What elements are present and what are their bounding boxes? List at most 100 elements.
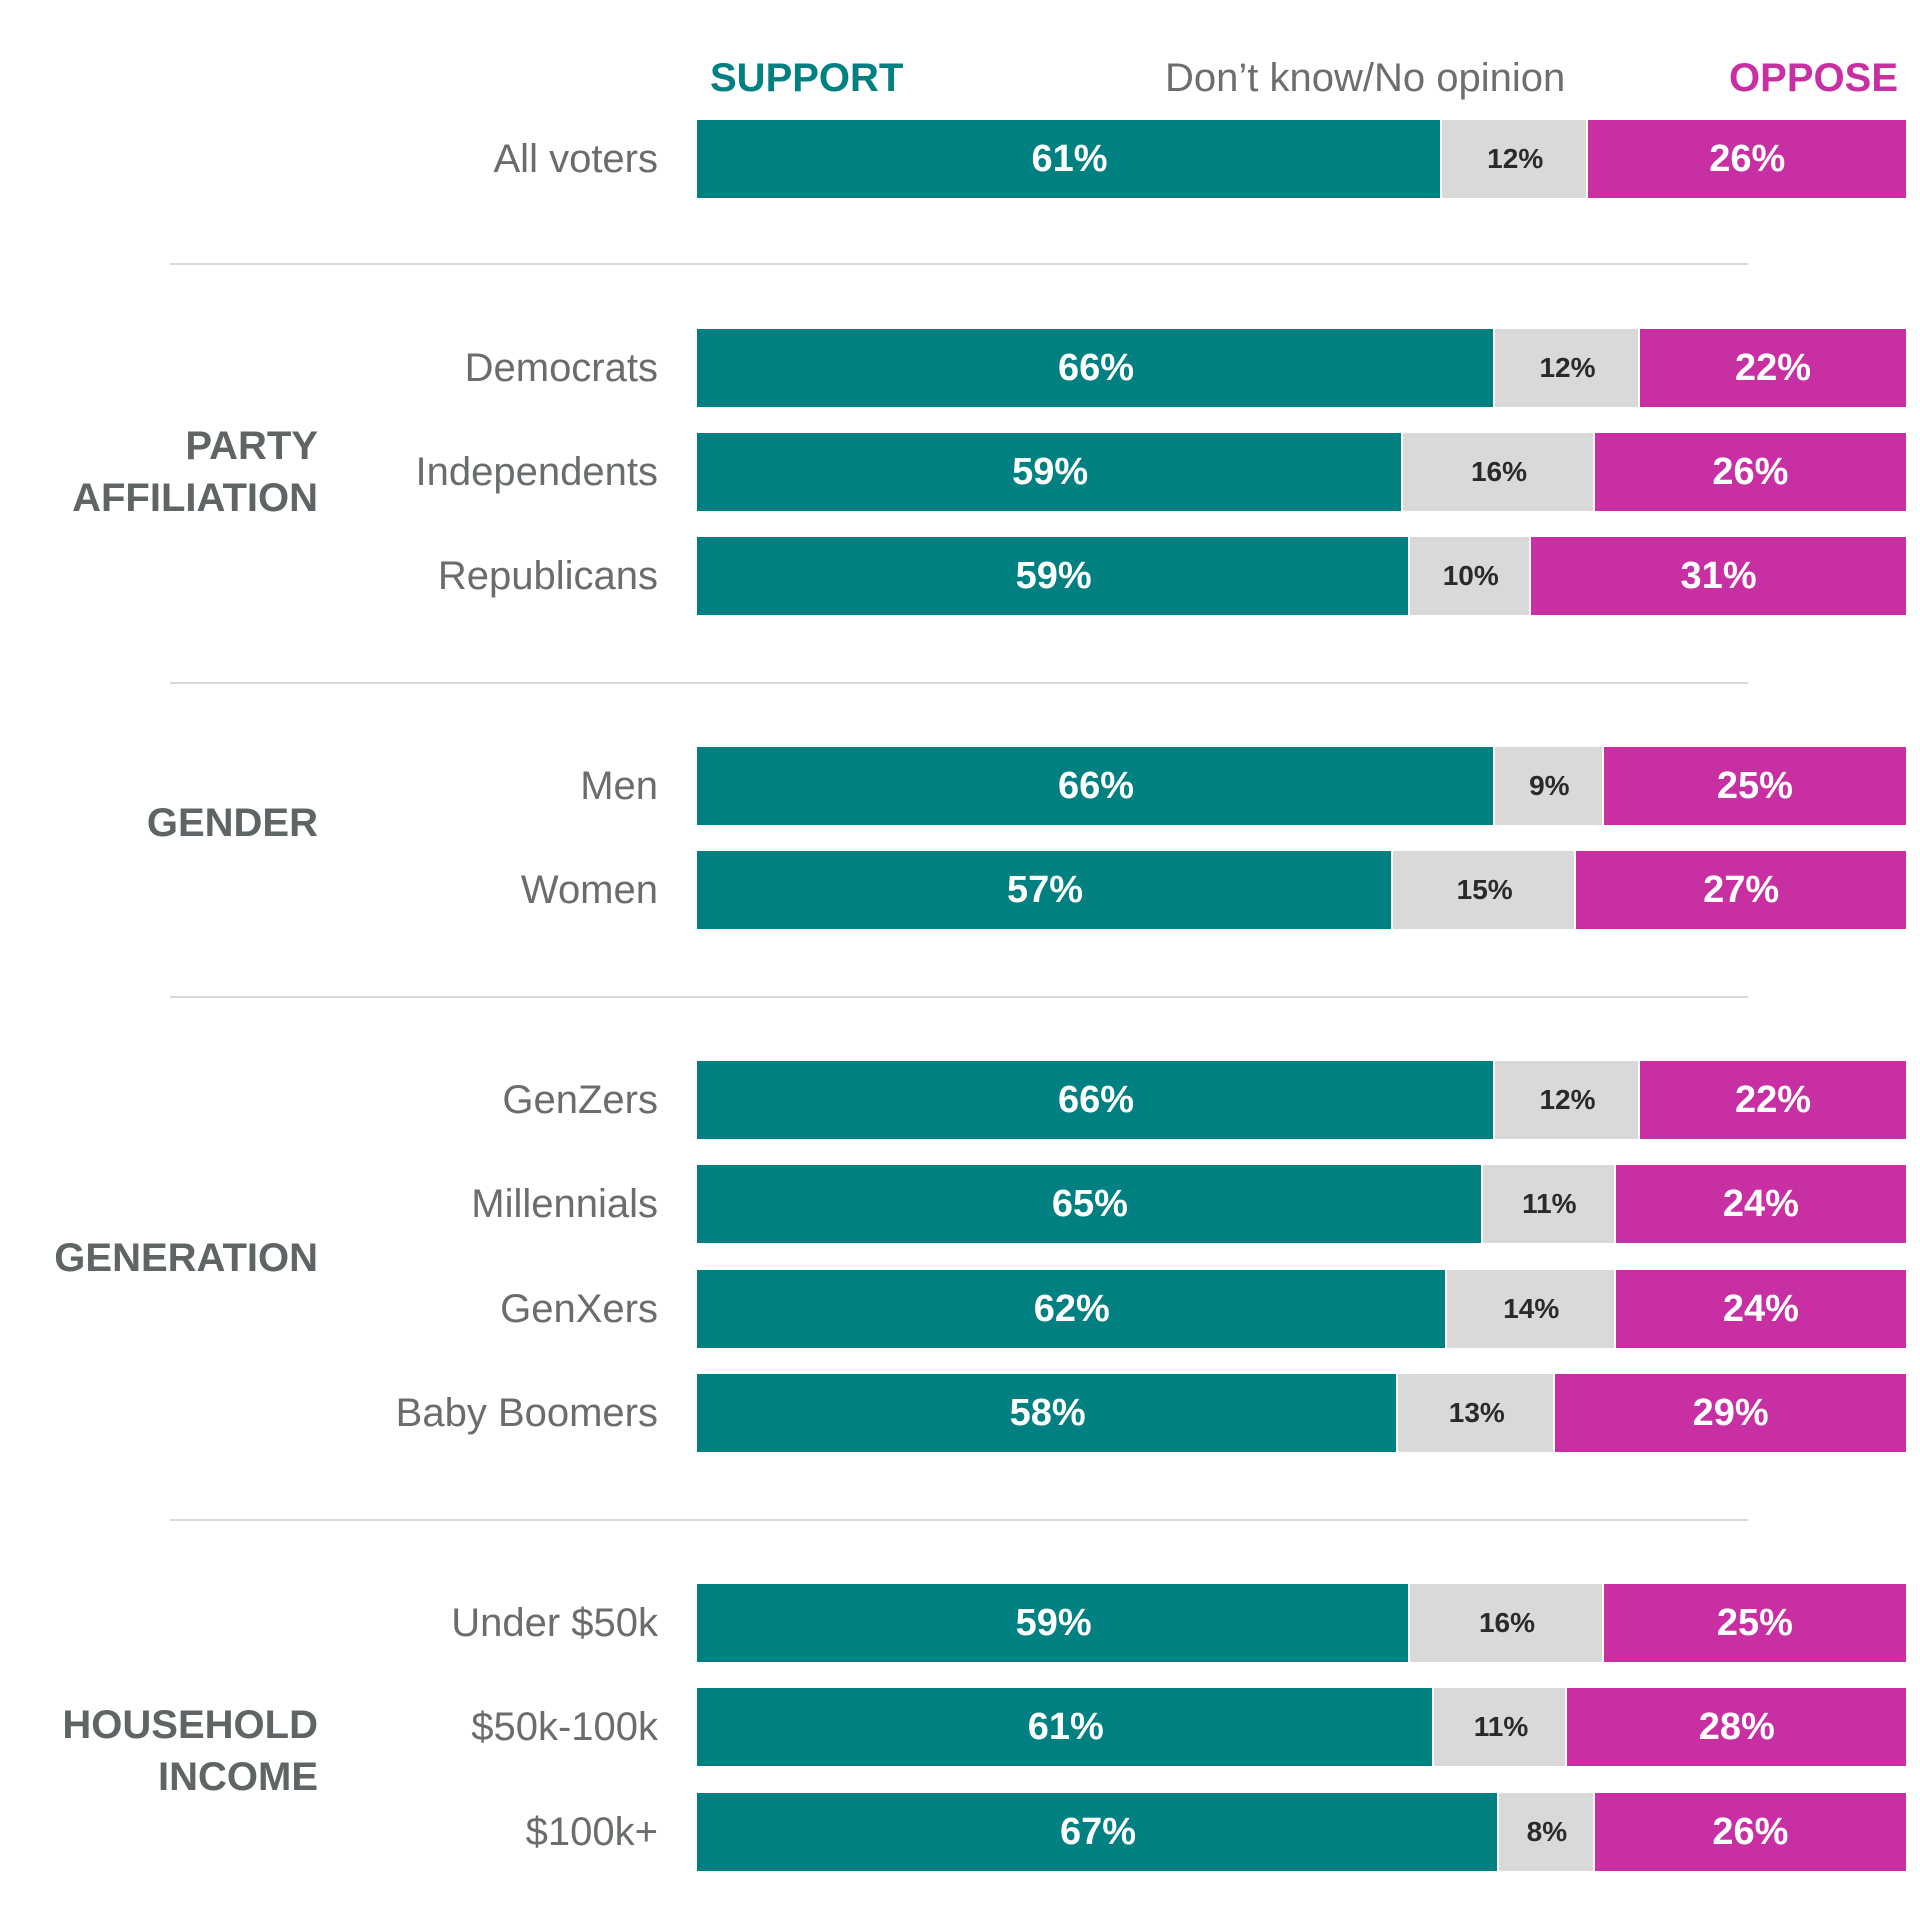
dont-know-segment: 16% [1410, 1584, 1604, 1662]
support-segment: 67% [697, 1793, 1499, 1871]
stacked-bar: 59% 10% 31% [697, 537, 1906, 615]
segment-value-label: 15% [1456, 874, 1513, 905]
segment-value-label: 14% [1503, 1293, 1560, 1324]
segment-value-label: 24% [1722, 1287, 1799, 1330]
segment-value-label: 8% [1526, 1816, 1568, 1847]
stacked-bar: 58% 13% 29% [697, 1374, 1906, 1452]
stacked-bar: 61% 11% 28% [697, 1688, 1906, 1766]
oppose-segment: 29% [1555, 1374, 1906, 1452]
group-label-line: GENERATION [54, 1236, 318, 1280]
oppose-segment: 24% [1615, 1165, 1906, 1243]
support-segment: 57% [697, 851, 1394, 929]
support-segment: 61% [697, 120, 1442, 198]
group-label-line: PARTY [185, 424, 318, 468]
group-divider [170, 263, 1748, 265]
oppose-segment: 28% [1567, 1688, 1906, 1766]
group-label: PARTY AFFILIATION [72, 420, 318, 524]
stacked-bar: 66% 12% 22% [697, 329, 1906, 407]
segment-value-label: 13% [1448, 1397, 1505, 1428]
segment-value-label: 16% [1478, 1607, 1536, 1638]
oppose-segment: 24% [1615, 1270, 1906, 1348]
group-divider [170, 996, 1748, 998]
segment-value-label: 29% [1692, 1391, 1769, 1434]
segment-value-label: 65% [1051, 1182, 1128, 1225]
group-label-line: INCOME [158, 1755, 318, 1799]
oppose-segment: 26% [1594, 1793, 1906, 1871]
oppose-segment: 22% [1640, 1061, 1906, 1139]
dont-know-segment: 10% [1410, 537, 1532, 615]
row-label: Men [580, 764, 658, 808]
segment-value-label: 12% [1539, 352, 1596, 383]
group-label-line: HOUSEHOLD [62, 1703, 318, 1747]
oppose-segment: 22% [1640, 329, 1906, 407]
segment-value-label: 28% [1698, 1705, 1775, 1748]
dont-know-segment: 15% [1393, 851, 1577, 929]
segment-value-label: 11% [1473, 1711, 1529, 1742]
segment-value-label: 66% [1057, 1078, 1134, 1121]
group-label-line: GENDER [146, 801, 318, 845]
stacked-bar: 61% 12% 26% [697, 120, 1906, 198]
group-label: GENDER [147, 797, 318, 849]
segment-value-label: 25% [1716, 764, 1793, 807]
stacked-bar: 62% 14% 24% [697, 1270, 1906, 1348]
stacked-bar: 65% 11% 24% [697, 1165, 1906, 1243]
segment-value-label: 61% [1031, 137, 1108, 180]
segment-value-label: 31% [1680, 554, 1757, 597]
segment-value-label: 12% [1487, 143, 1544, 174]
segment-value-label: 24% [1722, 1182, 1799, 1225]
oppose-segment: 26% [1594, 433, 1906, 511]
group-divider [170, 1519, 1748, 1521]
legend-support-label: SUPPORT [710, 56, 904, 100]
dont-know-segment: 8% [1499, 1793, 1595, 1871]
stacked-bar: 67% 8% 26% [697, 1793, 1906, 1871]
oppose-segment: 31% [1531, 537, 1906, 615]
segment-value-label: 58% [1009, 1391, 1086, 1434]
stacked-bar: 59% 16% 26% [697, 433, 1906, 511]
dont-know-segment: 12% [1494, 329, 1641, 407]
row-label: GenZers [502, 1078, 658, 1122]
oppose-segment: 25% [1603, 747, 1906, 825]
support-segment: 65% [697, 1165, 1483, 1243]
row-label: All voters [493, 137, 659, 181]
support-segment: 62% [697, 1270, 1447, 1348]
group-label: GENERATION [54, 1232, 318, 1284]
segment-value-label: 22% [1734, 1078, 1812, 1121]
segment-value-label: 59% [1015, 554, 1092, 597]
dont-know-segment: 11% [1482, 1165, 1616, 1243]
segment-value-label: 12% [1539, 1084, 1596, 1115]
dont-know-segment: 12% [1494, 1061, 1641, 1139]
dont-know-segment: 11% [1434, 1688, 1568, 1766]
row-label: Under $50k [451, 1601, 658, 1645]
dont-know-segment: 14% [1446, 1270, 1616, 1348]
segment-value-label: 62% [1033, 1287, 1110, 1330]
support-segment: 59% [697, 1584, 1411, 1662]
row-label: $100k+ [525, 1810, 658, 1854]
row-label: Baby Boomers [395, 1391, 658, 1435]
support-segment: 66% [697, 1061, 1495, 1139]
group-label: HOUSEHOLD INCOME [62, 1699, 318, 1803]
dont-know-segment: 9% [1494, 747, 1604, 825]
group-divider [170, 682, 1748, 684]
dont-know-segment: 16% [1403, 433, 1595, 511]
oppose-segment: 25% [1603, 1584, 1906, 1662]
segment-value-label: 27% [1703, 868, 1780, 911]
segment-value-label: 9% [1529, 770, 1570, 801]
segment-value-label: 16% [1470, 456, 1528, 487]
support-segment: 61% [697, 1688, 1435, 1766]
segment-value-label: 26% [1709, 137, 1786, 180]
segment-value-label: 11% [1522, 1188, 1577, 1219]
segment-value-label: 25% [1716, 1601, 1793, 1644]
row-label: Women [520, 868, 658, 912]
support-segment: 59% [697, 537, 1411, 615]
row-label: $50k-100k [471, 1705, 658, 1749]
stacked-bar: 66% 9% 25% [697, 747, 1906, 825]
support-segment: 66% [697, 329, 1495, 407]
support-segment: 66% [697, 747, 1495, 825]
support-segment: 58% [697, 1374, 1399, 1452]
legend-dont-know-label: Don’t know/No opinion [1165, 56, 1566, 100]
stacked-bar: 66% 12% 22% [697, 1061, 1906, 1139]
row-label: Millennials [471, 1182, 658, 1226]
segment-value-label: 10% [1442, 560, 1499, 591]
segment-value-label: 59% [1015, 1601, 1092, 1644]
